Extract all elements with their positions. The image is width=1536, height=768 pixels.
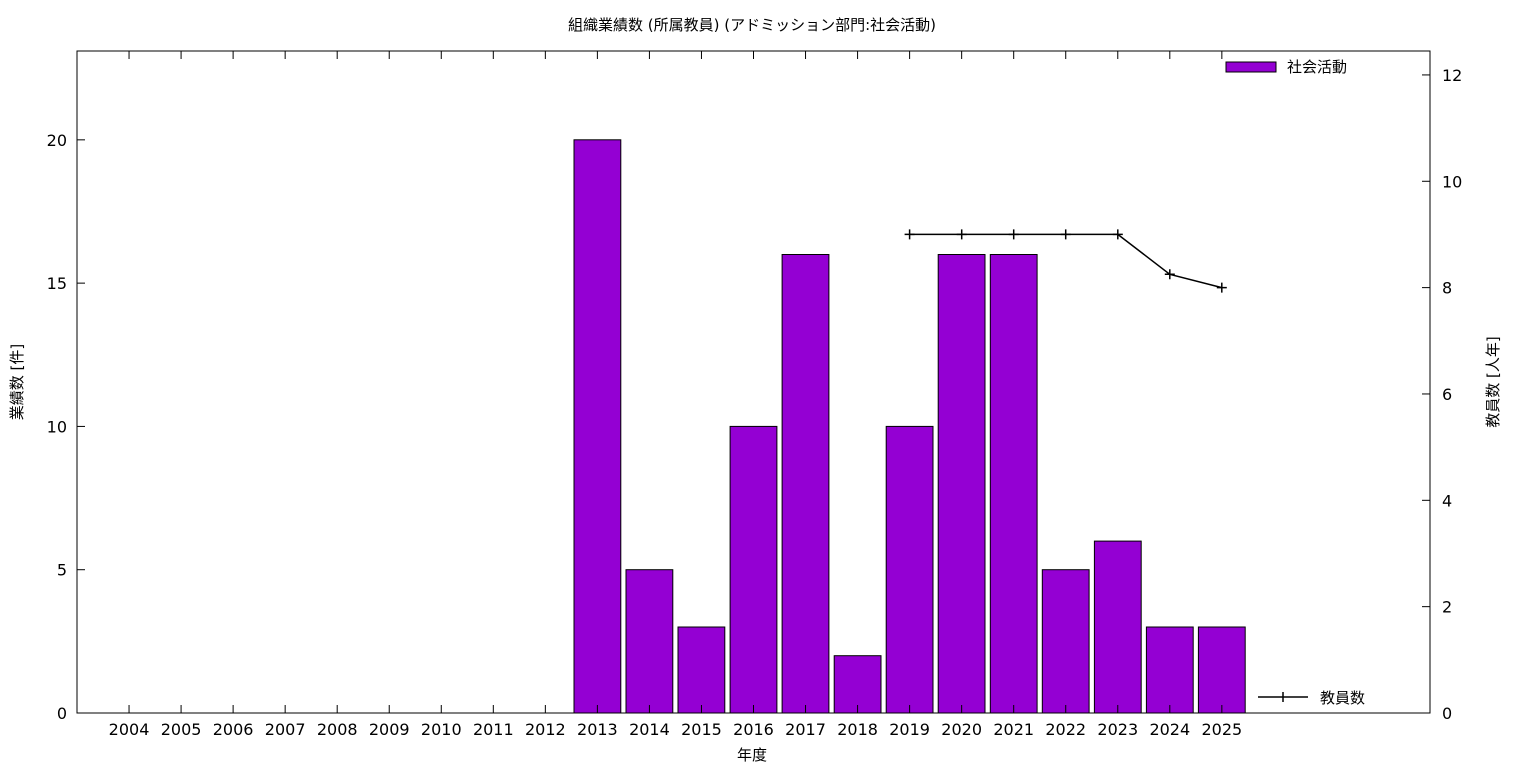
point-faculty-2024	[1164, 269, 1175, 280]
x-tick-label-2009: 2009	[369, 720, 410, 739]
bar-2013	[573, 139, 622, 714]
bar-2025	[1197, 626, 1246, 714]
y-axis-label: 業績数 [件]	[8, 344, 26, 420]
bar-2024	[1145, 626, 1194, 714]
y2-tick-label-4: 4	[1442, 491, 1452, 510]
x-tick-label-2010: 2010	[421, 720, 462, 739]
y-tick-label-20: 20	[47, 131, 67, 150]
point-faculty-2021	[1008, 229, 1019, 240]
y-tick-label-5: 5	[57, 561, 67, 580]
x-tick-label-2019: 2019	[889, 720, 930, 739]
x-tick-label-2025: 2025	[1201, 720, 1242, 739]
bar-2014	[625, 569, 674, 714]
y2-tick-label-2: 2	[1442, 598, 1452, 617]
x-tick-label-2017: 2017	[785, 720, 826, 739]
x-axis-label: 年度	[737, 746, 767, 764]
point-faculty-2020	[956, 229, 967, 240]
bar-2023	[1093, 540, 1142, 714]
x-tick-label-2022: 2022	[1045, 720, 1086, 739]
bar-2020	[937, 254, 986, 714]
y2-tick-label-8: 8	[1442, 279, 1452, 298]
bar-2022	[1041, 569, 1090, 714]
legend-bar-swatch	[1225, 61, 1277, 73]
x-tick-label-2014: 2014	[629, 720, 670, 739]
legend-line-label: 教員数	[1320, 689, 1365, 707]
y-tick-label-0: 0	[57, 704, 67, 723]
y2-axis-label: 教員数 [人年]	[1484, 336, 1502, 427]
x-tick-label-2011: 2011	[473, 720, 514, 739]
x-tick-label-2018: 2018	[837, 720, 878, 739]
x-tick-label-2015: 2015	[681, 720, 722, 739]
bar-2021	[989, 254, 1038, 714]
point-faculty-2019	[904, 229, 915, 240]
x-tick-label-2024: 2024	[1149, 720, 1190, 739]
point-faculty-2023	[1112, 229, 1123, 240]
x-tick-label-2013: 2013	[577, 720, 618, 739]
y2-tick-label-12: 12	[1442, 66, 1462, 85]
point-faculty-2022	[1060, 229, 1071, 240]
y2-tick-label-10: 10	[1442, 172, 1462, 191]
bar-2016	[729, 425, 778, 714]
y2-tick-label-0: 0	[1442, 704, 1452, 723]
bar-2017	[781, 254, 830, 714]
x-tick-label-2021: 2021	[993, 720, 1034, 739]
x-tick-label-2005: 2005	[161, 720, 202, 739]
x-tick-label-2007: 2007	[265, 720, 306, 739]
x-tick-label-2012: 2012	[525, 720, 566, 739]
y-tick-label-10: 10	[47, 417, 67, 436]
y2-tick-label-6: 6	[1442, 385, 1452, 404]
bar-2018	[833, 655, 882, 714]
x-tick-label-2020: 2020	[941, 720, 982, 739]
x-tick-label-2008: 2008	[317, 720, 358, 739]
bar-2019	[885, 425, 934, 714]
plot-area: 0 5 10 15 20 0 2 4 6 8 10 12 2004 2005 2006 2007 2008 200…	[47, 50, 1462, 739]
x-tick-label-2006: 2006	[213, 720, 254, 739]
x-tick-label-2023: 2023	[1097, 720, 1138, 739]
y-tick-label-15: 15	[47, 274, 67, 293]
point-faculty-2025	[1216, 282, 1227, 293]
bar-2015	[677, 626, 726, 714]
x-tick-label-2004: 2004	[109, 720, 150, 739]
x-tick-label-2016: 2016	[733, 720, 774, 739]
chart-title: 組織業績数 (所属教員) (アドミッション部門:社会活動)	[568, 16, 936, 34]
legend-bar-label: 社会活動	[1287, 58, 1347, 76]
